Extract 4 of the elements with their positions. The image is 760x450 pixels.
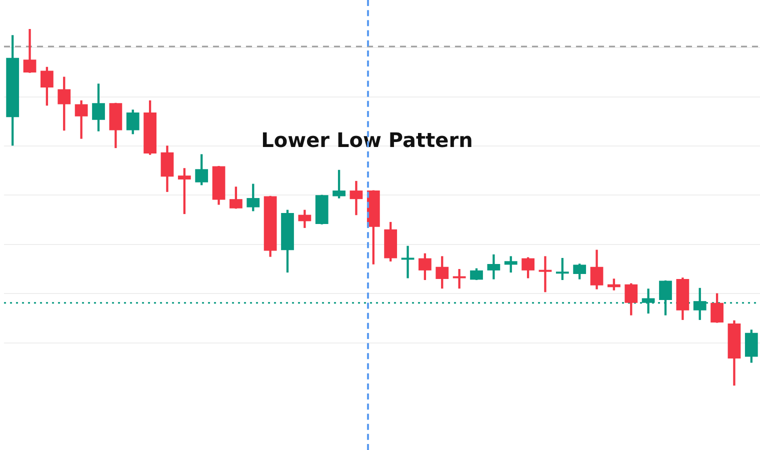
candlestick	[452, 269, 466, 289]
candlestick	[401, 246, 414, 278]
text: Lower Low Pattern	[261, 128, 473, 152]
candlestick	[538, 256, 552, 292]
